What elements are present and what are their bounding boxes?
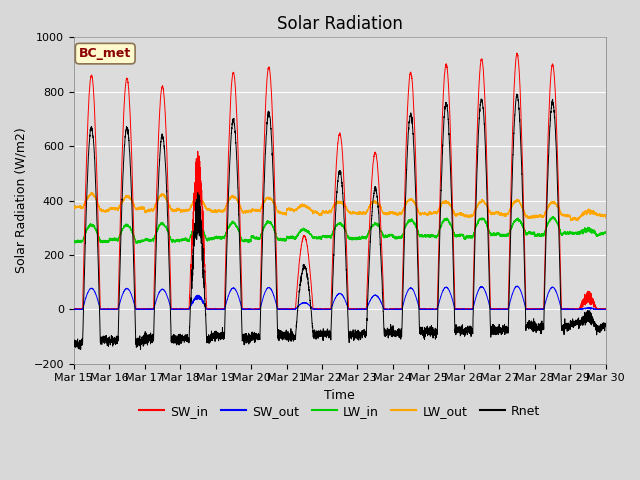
Text: BC_met: BC_met [79,47,131,60]
Title: Solar Radiation: Solar Radiation [276,15,403,33]
Y-axis label: Solar Radiation (W/m2): Solar Radiation (W/m2) [15,128,28,274]
X-axis label: Time: Time [324,389,355,402]
Legend: SW_in, SW_out, LW_in, LW_out, Rnet: SW_in, SW_out, LW_in, LW_out, Rnet [134,400,545,423]
